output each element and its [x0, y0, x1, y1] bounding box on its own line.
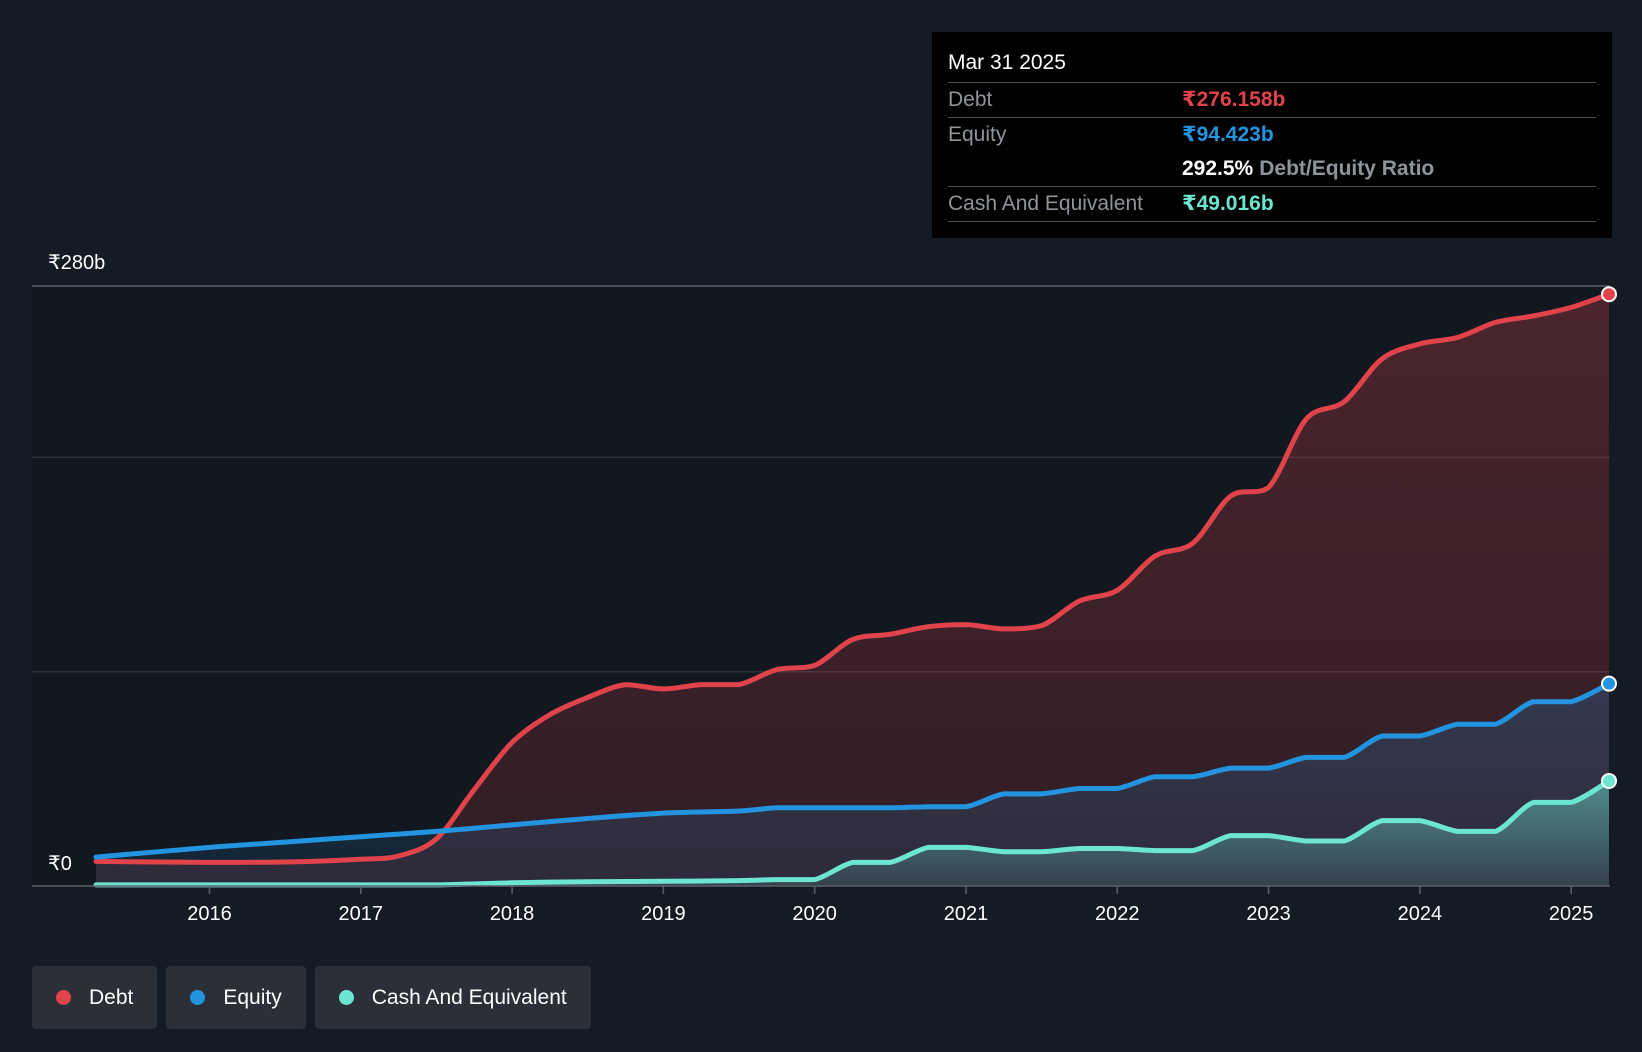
tooltip-panel: Mar 31 2025 Debt ₹276.158b Equity ₹94.42…	[932, 32, 1612, 238]
tooltip-equity-value: ₹94.423b	[1182, 123, 1274, 146]
x-tick-label: 2023	[1246, 903, 1291, 925]
legend: Debt Equity Cash And Equivalent	[32, 966, 591, 1029]
cash-line	[93, 778, 1612, 888]
tooltip-equity-label: Equity	[948, 123, 1007, 146]
tooltip-debt-row: Debt ₹276.158b	[948, 83, 1596, 118]
tooltip-ratio-value: 292.5%	[1182, 157, 1254, 180]
tooltip-debt-value: ₹276.158b	[1182, 88, 1286, 111]
debt-line	[93, 291, 1612, 865]
tooltip-ratio-label: Debt/Equity Ratio	[1259, 157, 1435, 180]
tooltip-cash-label: Cash And Equivalent	[948, 192, 1143, 215]
x-tick-label: 2018	[490, 903, 535, 925]
tooltip-cash-row: Cash And Equivalent ₹49.016b	[948, 187, 1596, 222]
x-tick-label: 2016	[187, 903, 232, 925]
debt-area	[96, 294, 1609, 886]
x-tick-label: 2024	[1398, 903, 1443, 925]
y-tick-label-top: ₹280b	[48, 252, 105, 274]
tooltip-ratio-spacer	[948, 152, 1182, 186]
debt-dot-icon	[56, 990, 71, 1005]
x-tick-label: 2021	[944, 903, 989, 925]
legend-cash-label: Cash And Equivalent	[371, 985, 567, 1009]
legend-item-cash[interactable]: Cash And Equivalent	[314, 966, 591, 1029]
x-tick-label: 2020	[792, 903, 837, 925]
cash-end-marker	[1601, 772, 1617, 789]
debt-end-marker	[1601, 286, 1617, 303]
x-tick-label: 2022	[1095, 903, 1140, 925]
tooltip-debt-label: Debt	[948, 88, 993, 111]
tooltip-cash-value: ₹49.016b	[1182, 192, 1274, 215]
cash-area	[96, 781, 1609, 886]
equity-line	[93, 681, 1612, 860]
legend-item-debt[interactable]: Debt	[32, 966, 158, 1029]
legend-item-equity[interactable]: Equity	[166, 966, 306, 1029]
legend-debt-label: Debt	[89, 985, 134, 1009]
y-tick-label-zero: ₹0	[48, 853, 72, 875]
x-tick-label: 2025	[1549, 903, 1594, 925]
cash-dot-icon	[338, 990, 354, 1005]
tooltip-equity-row: Equity ₹94.423b	[948, 118, 1596, 152]
tooltip-ratio-row: 292.5% Debt/Equity Ratio	[948, 152, 1596, 187]
tooltip-date: Mar 31 2025	[948, 46, 1596, 83]
x-tick-label: 2017	[339, 903, 384, 925]
equity-dot-icon	[190, 990, 206, 1005]
x-tick-label: 2019	[641, 903, 686, 925]
equity-end-marker	[1601, 675, 1617, 692]
legend-equity-label: Equity	[223, 985, 282, 1009]
